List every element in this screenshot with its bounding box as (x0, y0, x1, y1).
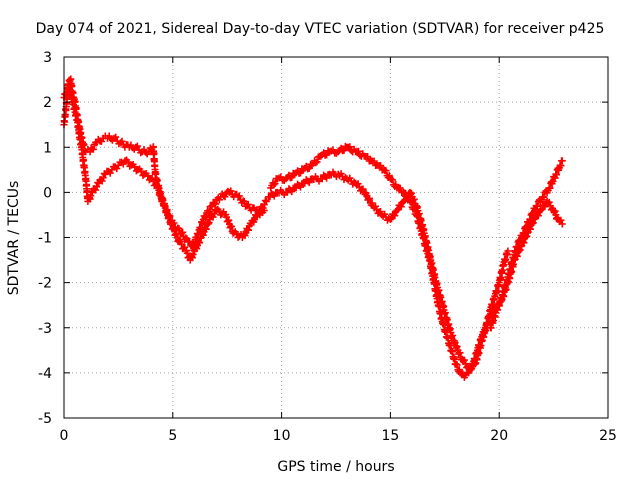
y-tick-label: -3 (38, 321, 52, 337)
y-tick-label: -2 (38, 276, 52, 292)
x-tick-label: 20 (490, 428, 508, 444)
x-tick-label: 25 (599, 428, 617, 444)
data-points (60, 75, 566, 381)
y-tick-label: -1 (38, 231, 52, 247)
y-tick-label: 1 (43, 140, 52, 156)
data-series-5 (487, 157, 566, 332)
axis-ticks: 0 5 10 15 20 25 -5 -4 -3 -2 -1 0 1 2 3 (38, 50, 617, 444)
y-tick-label: 0 (43, 185, 52, 201)
grid-layer (64, 57, 608, 418)
chart-title: Day 074 of 2021, Sidereal Day-to-day VTE… (36, 21, 605, 37)
x-axis-label: GPS time / hours (277, 459, 394, 475)
data-series-2 (60, 84, 270, 264)
y-tick-label: -4 (38, 366, 52, 382)
x-tick-label: 5 (168, 428, 177, 444)
y-tick-label: 2 (43, 95, 52, 111)
x-tick-label: 0 (60, 428, 69, 444)
y-axis-label: SDTVAR / TECUs (6, 181, 22, 296)
y-tick-label: -5 (38, 411, 52, 427)
y-tick-label: 3 (43, 50, 52, 66)
x-tick-label: 15 (381, 428, 399, 444)
data-series-3 (267, 142, 512, 381)
x-tick-label: 10 (273, 428, 291, 444)
data-series-4 (265, 168, 566, 372)
